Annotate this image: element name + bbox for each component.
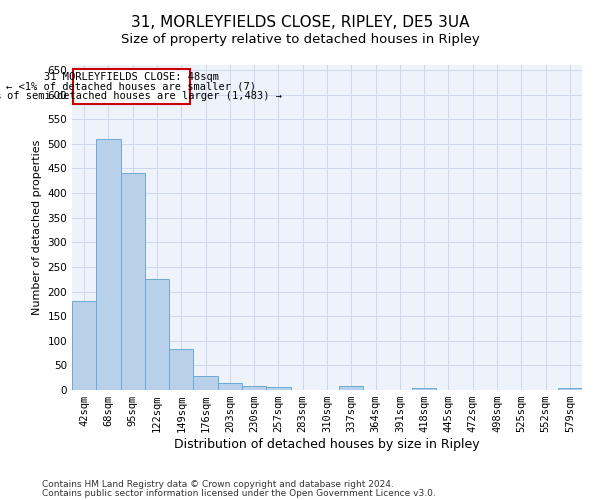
Text: Contains HM Land Registry data © Crown copyright and database right 2024.: Contains HM Land Registry data © Crown c… bbox=[42, 480, 394, 489]
Bar bbox=[73, 69, 190, 104]
Bar bbox=[558, 388, 582, 390]
Text: Size of property relative to detached houses in Ripley: Size of property relative to detached ho… bbox=[121, 32, 479, 46]
Text: 31, MORLEYFIELDS CLOSE, RIPLEY, DE5 3UA: 31, MORLEYFIELDS CLOSE, RIPLEY, DE5 3UA bbox=[131, 15, 469, 30]
Bar bbox=[266, 387, 290, 390]
Bar bbox=[242, 386, 266, 390]
Text: 31 MORLEYFIELDS CLOSE: 48sqm: 31 MORLEYFIELDS CLOSE: 48sqm bbox=[44, 72, 219, 83]
Bar bbox=[72, 301, 96, 390]
Text: ← <1% of detached houses are smaller (7): ← <1% of detached houses are smaller (7) bbox=[7, 82, 257, 92]
Bar bbox=[193, 376, 218, 390]
Bar bbox=[145, 278, 169, 390]
Bar bbox=[121, 173, 145, 390]
Bar bbox=[412, 388, 436, 390]
Bar bbox=[169, 348, 193, 390]
X-axis label: Distribution of detached houses by size in Ripley: Distribution of detached houses by size … bbox=[174, 438, 480, 451]
Y-axis label: Number of detached properties: Number of detached properties bbox=[32, 140, 42, 315]
Bar bbox=[218, 382, 242, 390]
Bar bbox=[96, 140, 121, 390]
Bar bbox=[339, 386, 364, 390]
Text: 99% of semi-detached houses are larger (1,483) →: 99% of semi-detached houses are larger (… bbox=[0, 91, 281, 101]
Text: Contains public sector information licensed under the Open Government Licence v3: Contains public sector information licen… bbox=[42, 489, 436, 498]
